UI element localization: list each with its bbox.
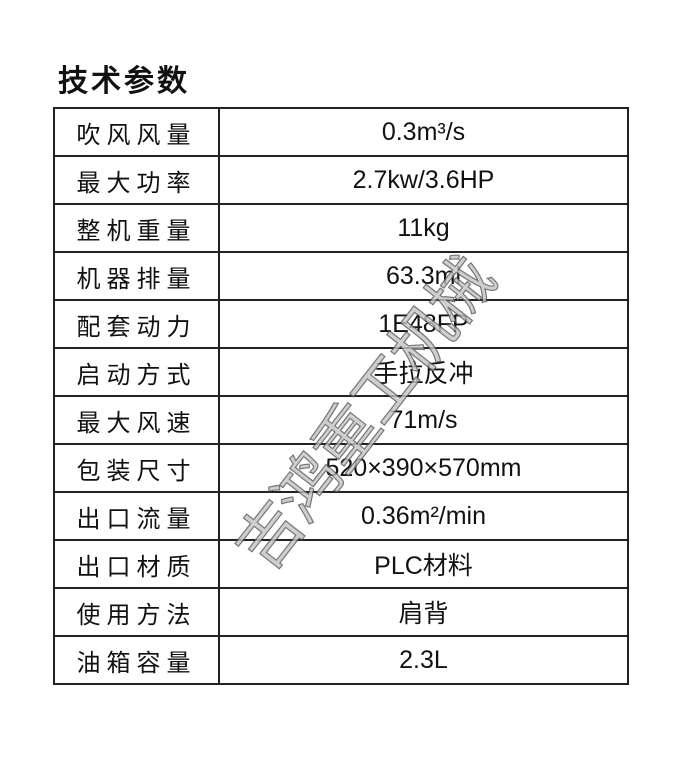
table-row: 包装尺寸 520×390×570mm [53,443,629,493]
table-row: 最大功率 2.7kw/3.6HP [53,155,629,205]
spec-value: 手拉反冲 [218,347,629,397]
table-row: 出口流量 0.36m²/min [53,491,629,541]
spec-label: 机器排量 [53,251,220,301]
table-row: 整机重量 11kg [53,203,629,253]
spec-table: 吹风风量 0.3m³/s 最大功率 2.7kw/3.6HP 整机重量 11kg 机器排量 63… [53,107,629,685]
spec-label: 整机重量 [53,203,220,253]
spec-value: 1E48FP [218,299,629,349]
spec-value: 0.3m³/s [218,107,629,157]
spec-label: 配套动力 [53,299,220,349]
table-row: 最大风速 71m/s [53,395,629,445]
page-title: 技术参数 [58,64,190,99]
table-row: 油箱容量 2.3L [53,635,629,685]
spec-value: 2.3L [218,635,629,685]
spec-label: 启动方式 [53,347,220,397]
spec-label: 吹风风量 [53,107,220,157]
table-row: 启动方式 手拉反冲 [53,347,629,397]
table-row: 出口材质 PLC材料 [53,539,629,589]
spec-label: 最大功率 [53,155,220,205]
spec-value: 0.36m²/min [218,491,629,541]
spec-value: 11kg [218,203,629,253]
spec-label: 油箱容量 [53,635,220,685]
spec-value: 肩背 [218,587,629,637]
spec-value: 520×390×570mm [218,443,629,493]
spec-label: 使用方法 [53,587,220,637]
spec-value: PLC材料 [218,539,629,589]
table-row: 吹风风量 0.3m³/s [53,107,629,157]
spec-label: 出口流量 [53,491,220,541]
spec-value: 63.3ml [218,251,629,301]
table-row: 配套动力 1E48FP [53,299,629,349]
spec-value: 71m/s [218,395,629,445]
table-row: 机器排量 63.3ml [53,251,629,301]
spec-label: 出口材质 [53,539,220,589]
spec-label: 最大风速 [53,395,220,445]
spec-value: 2.7kw/3.6HP [218,155,629,205]
spec-label: 包装尺寸 [53,443,220,493]
table-row: 使用方法 肩背 [53,587,629,637]
